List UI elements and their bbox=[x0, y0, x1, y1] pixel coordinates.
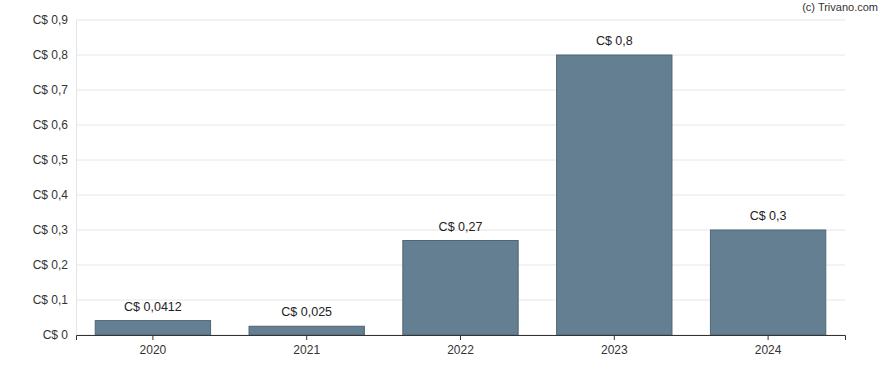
grid-line bbox=[76, 90, 845, 91]
chart: C$ 0 C$ 0,1 C$ 0,2 C$ 0,3 C$ 0,4 C$ 0,5 C$ 0,6… bbox=[0, 0, 888, 370]
bar bbox=[249, 326, 364, 335]
x-tick: 2021 bbox=[293, 335, 320, 357]
data-label: C$ 0,025 bbox=[281, 305, 332, 319]
x-tick-label: 2024 bbox=[755, 343, 782, 357]
x-tick: 2020 bbox=[140, 335, 167, 357]
x-axis: 2020 2021 2022 2023 2024 bbox=[77, 335, 846, 357]
x-tick-label: 2020 bbox=[140, 343, 167, 357]
y-tick-label: C$ 0 bbox=[43, 328, 69, 342]
y-tick-label: C$ 0,7 bbox=[33, 83, 69, 97]
data-label: C$ 0,0412 bbox=[124, 300, 182, 314]
x-tick-label: 2022 bbox=[447, 343, 474, 357]
x-tick: 2022 bbox=[447, 335, 474, 357]
y-tick: C$ 0,4 bbox=[33, 188, 76, 202]
annotation: (c) Trivano.com bbox=[802, 1, 878, 13]
grid bbox=[76, 20, 845, 335]
y-tick: C$ 0,3 bbox=[33, 223, 76, 237]
grid-line bbox=[76, 125, 845, 126]
bars bbox=[95, 55, 826, 335]
x-tick-line bbox=[152, 335, 153, 340]
x-tick-line bbox=[306, 335, 307, 340]
x-tick-line bbox=[614, 335, 615, 340]
bar bbox=[95, 321, 210, 335]
grid-line bbox=[76, 195, 845, 196]
y-tick: C$ 0,1 bbox=[33, 293, 76, 307]
y-tick: C$ 0,2 bbox=[33, 258, 76, 272]
grid-line bbox=[76, 160, 845, 161]
y-tick: C$ 0,5 bbox=[33, 153, 76, 167]
y-tick-label: C$ 0,8 bbox=[33, 48, 69, 62]
y-tick: C$ 0,6 bbox=[33, 118, 76, 132]
bar bbox=[710, 230, 825, 335]
x-axis-line bbox=[77, 336, 846, 341]
x-tick: 2023 bbox=[601, 335, 628, 357]
grid-line bbox=[76, 55, 845, 56]
x-tick-line bbox=[460, 335, 461, 340]
x-tick-line bbox=[768, 335, 769, 340]
y-tick-label: C$ 0,9 bbox=[33, 13, 69, 27]
y-axis-line bbox=[76, 21, 77, 336]
y-tick-label: C$ 0,1 bbox=[33, 293, 69, 307]
y-tick: C$ 0,7 bbox=[33, 83, 76, 97]
x-tick: 2024 bbox=[755, 335, 782, 357]
data-label: C$ 0,27 bbox=[439, 220, 483, 234]
bar bbox=[403, 241, 518, 336]
y-tick-label: C$ 0,3 bbox=[33, 223, 69, 237]
x-tick-label: 2021 bbox=[293, 343, 320, 357]
y-tick-label: C$ 0,5 bbox=[33, 153, 69, 167]
y-tick: C$ 0,8 bbox=[33, 48, 76, 62]
data-labels: C$ 0,0412 C$ 0,025 C$ 0,27 C$ 0,8 C$ 0,3 bbox=[124, 34, 786, 319]
x-tick-label: 2023 bbox=[601, 343, 628, 357]
y-axis: C$ 0 C$ 0,1 C$ 0,2 C$ 0,3 C$ 0,4 C$ 0,5 C$ 0,6… bbox=[33, 13, 77, 342]
bar bbox=[557, 55, 672, 335]
y-tick-label: C$ 0,6 bbox=[33, 118, 69, 132]
plot-area: C$ 0 C$ 0,1 C$ 0,2 C$ 0,3 C$ 0,4 C$ 0,5 C$ 0,6… bbox=[33, 13, 846, 356]
data-label: C$ 0,3 bbox=[750, 209, 787, 223]
y-tick: C$ 0 bbox=[43, 328, 76, 342]
y-tick: C$ 0,9 bbox=[33, 13, 76, 27]
y-tick-label: C$ 0,2 bbox=[33, 258, 69, 272]
data-label: C$ 0,8 bbox=[596, 34, 633, 48]
y-tick-label: C$ 0,4 bbox=[33, 188, 69, 202]
grid-line bbox=[76, 20, 845, 21]
